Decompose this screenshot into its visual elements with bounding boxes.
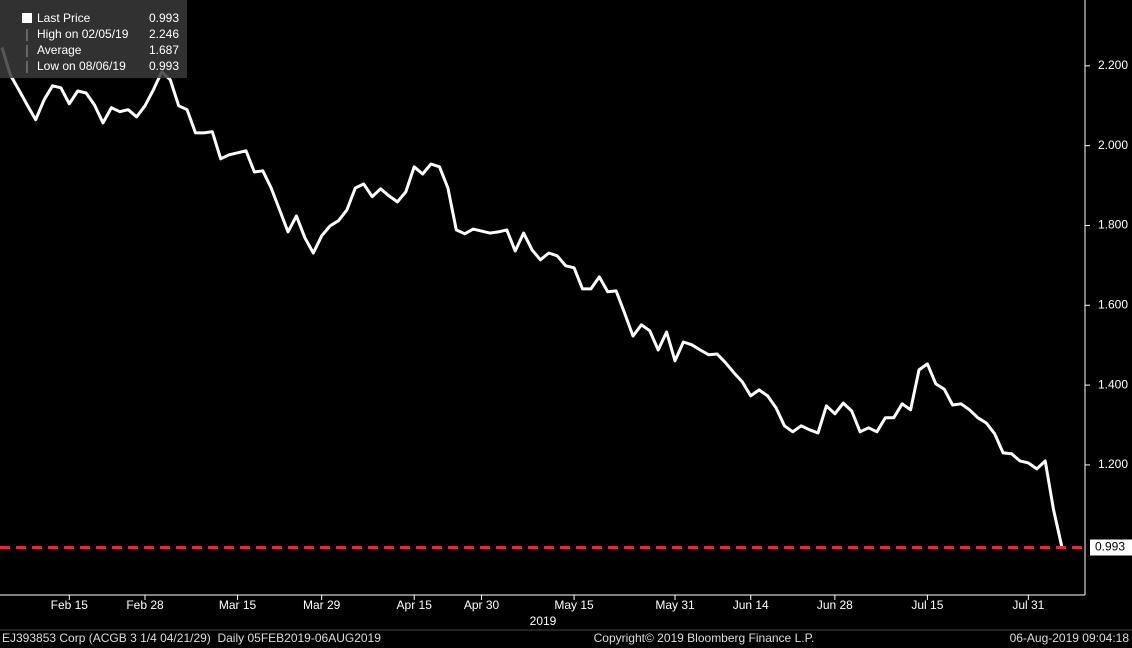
footer-left: EJ393853 Corp (ACGB 3 1/4 04/21/29) Dail… [2,631,381,645]
legend-value: 0.993 [149,11,179,25]
x-tick-label: Jul 31 [1012,598,1044,612]
legend-label: Last Price [37,11,91,25]
price-line [0,47,1064,548]
legend-stat-value: 0.993 [149,59,179,73]
y-tick-label: 2.200 [1098,58,1128,72]
x-tick-label: Jul 15 [911,598,943,612]
y-tick-label: 1.600 [1098,297,1128,311]
x-tick-label: Mar 15 [219,598,257,612]
legend-swatch [22,13,32,23]
x-tick-label: Apr 30 [464,598,500,612]
x-tick-label: Feb 15 [51,598,89,612]
legend-stat-value: 1.687 [149,43,179,57]
last-price-tag-box [1090,539,1132,556]
x-tick-label: May 31 [655,598,695,612]
legend-stat-label: Low on 08/06/19 [37,59,126,73]
x-tick-label: Jun 14 [733,598,769,612]
y-tick-label: 1.200 [1098,457,1128,471]
y-tick-label: 1.400 [1098,377,1128,391]
y-tick-label: 2.000 [1098,138,1128,152]
x-tick-label: May 15 [554,598,594,612]
footer-center: Copyright© 2019 Bloomberg Finance L.P. [594,631,815,645]
footer-right: 06-Aug-2019 09:04:18 [1010,631,1130,645]
last-price-tag: 0.993 [1095,540,1125,554]
y-tick-label: 1.800 [1098,218,1128,232]
legend-stat-value: 2.246 [149,27,179,41]
x-axis-year: 2019 [530,614,557,628]
legend-stat-label: High on 02/05/19 [37,27,129,41]
x-tick-label: Feb 28 [126,598,164,612]
x-tick-label: Jun 28 [817,598,853,612]
x-tick-label: Apr 15 [397,598,433,612]
legend-stat-label: Average [37,43,82,57]
x-tick-label: Mar 29 [303,598,341,612]
